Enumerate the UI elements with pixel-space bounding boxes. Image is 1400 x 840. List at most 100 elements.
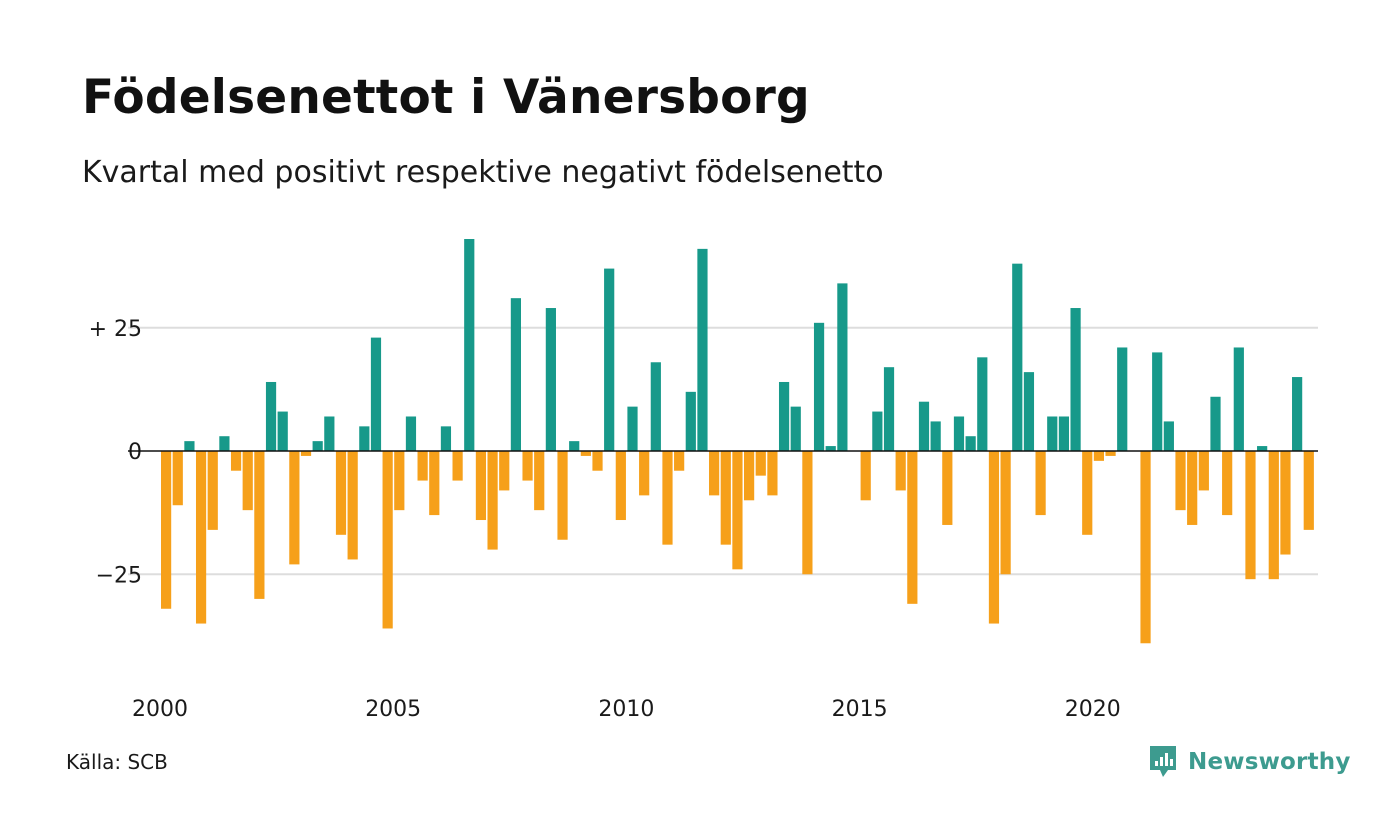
bars (161, 239, 1314, 644)
bar-2008-Q1 (534, 451, 545, 511)
bar-2019-Q1 (1047, 416, 1058, 451)
bar-2011-Q1 (674, 451, 685, 471)
bar-2022-Q2 (1198, 451, 1209, 491)
bar-2018-Q2 (1012, 263, 1023, 451)
bar-2019-Q3 (1070, 308, 1081, 451)
bar-2015-Q4 (895, 451, 906, 491)
newsworthy-logo-icon (1150, 746, 1176, 777)
bar-2000-Q2 (172, 451, 183, 506)
bar-2003-Q3 (324, 416, 335, 451)
bar-2014-Q1 (813, 322, 825, 451)
bar-2012-Q4 (755, 451, 766, 476)
bar-2023-Q2 (1245, 451, 1256, 580)
bar-2009-Q2 (592, 451, 603, 471)
bar-2023-Q3 (1257, 446, 1268, 451)
bar-2006-Q2 (452, 451, 463, 481)
gridlines (128, 326, 1318, 576)
bar-2017-Q1 (953, 416, 965, 451)
bar-2005-Q3 (417, 451, 428, 481)
bar-2014-Q2 (825, 446, 836, 451)
brand-name: Newsworthy (1188, 749, 1351, 775)
source-note: Källa: SCB (66, 750, 168, 774)
bar-2006-Q1 (440, 426, 452, 451)
bar-2021-Q1 (1140, 451, 1151, 644)
bar-2018-Q1 (1000, 451, 1011, 575)
x-tick-label: 2000 (132, 697, 188, 722)
x-tick-label: 2010 (598, 697, 654, 722)
bar-2004-Q2 (359, 426, 370, 451)
bar-2003-Q2 (312, 441, 323, 451)
bar-2005-Q4 (429, 451, 440, 516)
bar-2007-Q3 (510, 298, 521, 451)
bar-2000-Q3 (184, 441, 195, 451)
bar-2000-Q1 (161, 451, 172, 609)
bar-2007-Q2 (499, 451, 510, 491)
chart-subtitle: Kvartal med positivt respektive negativt… (82, 155, 884, 190)
axis-labels: + 25 0 −25 2000 2005 2010 2015 2020 (89, 317, 1121, 722)
bar-2002-Q3 (277, 411, 288, 451)
bar-2000-Q4 (195, 451, 207, 624)
bar-2007-Q1 (487, 451, 498, 550)
bar-2004-Q1 (347, 451, 358, 560)
bar-2017-Q3 (977, 357, 988, 451)
bar-2006-Q4 (475, 451, 487, 521)
bar-2024-Q3 (1303, 451, 1314, 530)
bar-2013-Q2 (778, 381, 790, 451)
bar-2024-Q1 (1280, 451, 1291, 555)
bar-2004-Q3 (370, 337, 382, 451)
bar-2019-Q4 (1082, 451, 1093, 535)
bar-2011-Q4 (709, 451, 720, 496)
bar-2020-Q3 (1117, 347, 1128, 451)
bar-2001-Q4 (242, 451, 253, 511)
bar-2008-Q4 (569, 441, 580, 451)
bar-2001-Q3 (230, 451, 242, 471)
bar-2016-Q3 (930, 421, 941, 451)
bar-2009-Q1 (580, 451, 591, 456)
bar-2001-Q1 (207, 451, 218, 530)
x-tick-label: 2005 (365, 697, 421, 722)
bar-2002-Q4 (289, 451, 300, 565)
bar-2013-Q3 (790, 406, 801, 451)
bar-2003-Q1 (300, 451, 312, 456)
bar-2005-Q1 (394, 451, 405, 511)
bar-2010-Q2 (639, 451, 650, 496)
y-tick-label: + 25 (89, 317, 142, 342)
bar-2012-Q1 (720, 451, 731, 545)
bar-2022-Q4 (1222, 451, 1233, 516)
bar-2015-Q1 (860, 451, 871, 501)
bar-2005-Q2 (405, 416, 417, 451)
bar-2020-Q1 (1093, 451, 1104, 461)
bar-2017-Q2 (965, 436, 976, 451)
bar-2015-Q3 (883, 367, 895, 451)
bar-2010-Q4 (662, 451, 673, 545)
bar-2021-Q2 (1152, 352, 1163, 451)
bar-2001-Q2 (219, 436, 230, 451)
bar-2018-Q4 (1035, 451, 1046, 516)
bar-2020-Q2 (1105, 451, 1116, 456)
bar-2013-Q4 (802, 451, 813, 575)
bar-2011-Q2 (685, 391, 696, 451)
bar-2022-Q3 (1210, 396, 1221, 451)
bar-2016-Q4 (942, 451, 953, 525)
bar-2002-Q2 (265, 381, 277, 451)
chart-title: Födelsenettot i Vänersborg (82, 70, 810, 125)
bar-2007-Q4 (522, 451, 533, 481)
bar-2011-Q3 (697, 248, 708, 451)
bar-2024-Q2 (1292, 377, 1303, 451)
bar-2017-Q4 (988, 451, 1000, 624)
bar-2004-Q4 (382, 451, 393, 629)
bar-2012-Q3 (744, 451, 755, 501)
bar-2012-Q2 (732, 451, 743, 570)
bar-2008-Q3 (557, 451, 568, 540)
brand-logo: Newsworthy (1148, 744, 1351, 780)
bar-2010-Q3 (650, 362, 661, 451)
x-tick-label: 2015 (832, 697, 888, 722)
y-tick-label: 0 (128, 440, 142, 465)
bar-2016-Q2 (918, 401, 930, 451)
bar-2009-Q4 (615, 451, 626, 521)
bar-2021-Q4 (1175, 451, 1186, 511)
bar-2013-Q1 (767, 451, 778, 496)
bar-2019-Q2 (1058, 416, 1070, 451)
bar-2009-Q3 (604, 268, 615, 451)
bar-2023-Q4 (1268, 451, 1279, 580)
